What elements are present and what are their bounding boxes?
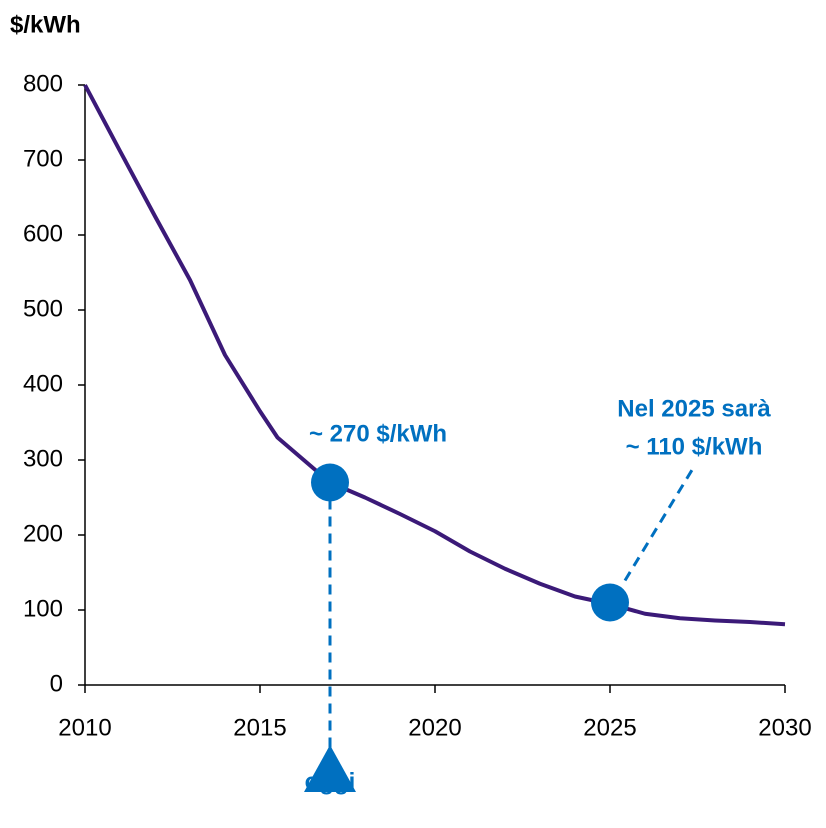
- highlight-marker: [591, 583, 629, 622]
- line: [83, 84, 786, 627]
- y-tick-label: 500: [23, 295, 63, 322]
- x-tick-label: 2020: [408, 714, 461, 741]
- x-tick-label: 2015: [233, 714, 286, 741]
- y-tick-label: 300: [23, 445, 63, 472]
- highlight-label: ~ 270 $/kWh: [309, 420, 447, 447]
- y-axis-label: $/kWh: [10, 11, 81, 38]
- y-tick-label: 400: [23, 370, 63, 397]
- x-tick-label: 2030: [758, 714, 811, 741]
- x-tick-label: 2025: [583, 714, 636, 741]
- x-tick-label: 2010: [58, 714, 111, 741]
- today-label: oggi: [305, 768, 356, 795]
- highlight-label: Nel 2025 sarà: [617, 395, 771, 422]
- y-tick-label: 600: [23, 220, 63, 247]
- y-tick-label: 800: [23, 70, 63, 97]
- callout-dashed-line: [623, 469, 694, 582]
- today-triangle: [304, 745, 356, 792]
- y-tick-label: 100: [23, 595, 63, 622]
- y-tick-label: 200: [23, 520, 63, 547]
- highlight-label: ~ 110 $/kWh: [626, 433, 763, 460]
- y-tick-label: 0: [50, 670, 63, 697]
- y-tick-label: 700: [23, 145, 63, 172]
- highlight-marker: [311, 463, 349, 502]
